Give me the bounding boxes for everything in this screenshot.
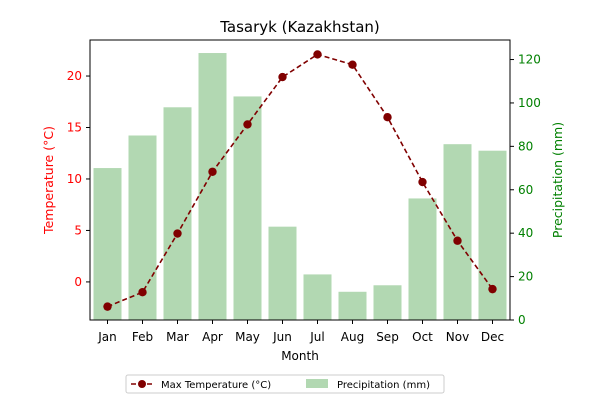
x-tick-label-jun: Jun — [272, 330, 292, 344]
legend-frame — [125, 374, 445, 394]
temperature-point-jan — [103, 302, 112, 311]
precipitation-bar-oct — [408, 198, 437, 320]
precipitation-bar-mar — [163, 107, 192, 320]
precipitation-bar-jan — [93, 168, 122, 320]
temperature-point-dec — [488, 284, 497, 294]
legend-line-marker — [138, 380, 146, 388]
right-tick-label: 120 — [518, 53, 541, 67]
left-tick-label: 10 — [67, 172, 82, 186]
temperature-point-jul — [313, 50, 322, 59]
temperature-point-nov — [453, 236, 462, 245]
left-tick-label: 5 — [74, 223, 82, 237]
temperature-point-mar — [173, 229, 182, 238]
right-axis-label: Precipitation (mm) — [550, 122, 565, 238]
precipitation-bar-may — [233, 96, 262, 320]
x-tick-label-mar: Mar — [166, 330, 189, 344]
x-tick-label-jan: Jan — [97, 330, 117, 344]
left-axis-label: Temperature (°C) — [41, 126, 56, 235]
left-tick-label: 15 — [67, 121, 82, 135]
temperature-line-series — [103, 50, 497, 311]
x-axis-label: Month — [281, 349, 319, 363]
precipitation-bar-sep — [373, 285, 402, 320]
plot-frame — [89, 39, 511, 321]
chart-title: Tasaryk (Kazakhstan) — [219, 18, 380, 36]
precipitation-bars — [93, 53, 507, 320]
temperature-line — [107, 53, 494, 308]
right-tick-label: 40 — [518, 226, 533, 240]
precipitation-bar-apr — [198, 53, 227, 320]
right-tick-label: 80 — [518, 139, 533, 153]
right-tick-label: 20 — [518, 270, 533, 284]
legend-bar-swatch — [306, 379, 328, 388]
precipitation-bar-dec — [478, 150, 507, 320]
x-tick-label-feb: Feb — [132, 330, 153, 344]
precipitation-bar-aug — [338, 291, 367, 320]
x-tick-label-apr: Apr — [202, 330, 223, 344]
temperature-point-apr — [208, 167, 217, 176]
legend-label-precipitation: Precipitation (mm) — [337, 380, 430, 391]
x-tick-label-oct: Oct — [412, 330, 433, 344]
x-tick-label-jul: Jul — [309, 330, 324, 344]
temperature-point-aug — [348, 60, 357, 69]
left-tick-label: 0 — [74, 275, 82, 289]
right-tick-label: 60 — [518, 183, 533, 197]
precipitation-bar-jul — [303, 274, 332, 320]
temperature-point-may — [243, 120, 252, 129]
x-tick-label-nov: Nov — [446, 330, 469, 344]
precipitation-bar-nov — [443, 144, 472, 320]
temperature-point-oct — [418, 177, 427, 187]
legend-label-temperature: Max Temperature (°C) — [161, 380, 271, 391]
x-tick-label-sep: Sep — [376, 330, 399, 344]
temperature-point-sep — [383, 113, 392, 122]
right-tick-label: 100 — [518, 96, 541, 110]
legend: Max Temperature (°C) Precipitation (mm) — [125, 374, 445, 394]
x-tick-label-may: May — [235, 330, 260, 344]
precipitation-bar-jun — [268, 226, 297, 320]
x-tick-label-aug: Aug — [341, 330, 364, 344]
axes: 0 5 10 15 20 0 20 40 60 80 100 120 Jan Feb Mar Apr May Ju… — [67, 39, 541, 344]
temperature-point-jun — [278, 72, 287, 82]
temperature-point-feb — [138, 288, 147, 297]
right-tick-label: 0 — [518, 313, 526, 327]
x-tick-label-dec: Dec — [481, 330, 504, 344]
left-tick-label: 20 — [67, 69, 82, 83]
